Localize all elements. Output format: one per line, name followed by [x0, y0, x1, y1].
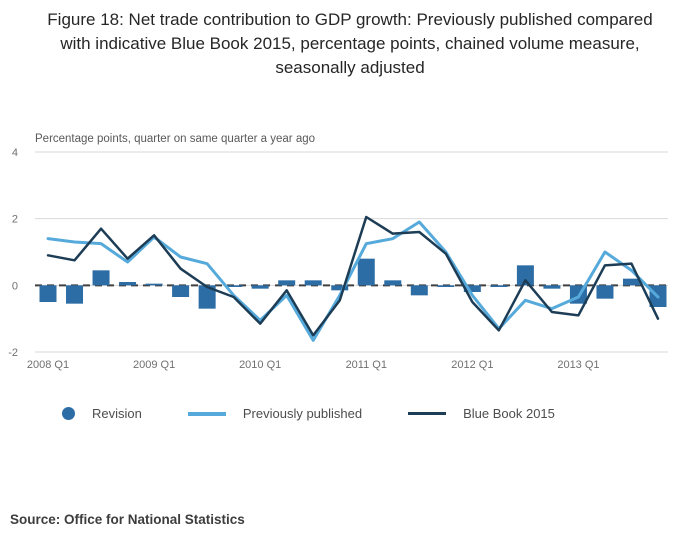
svg-text:2009 Q1: 2009 Q1 [133, 359, 175, 371]
svg-text:2: 2 [12, 214, 18, 226]
legend: Revision Previously published Blue Book … [62, 406, 555, 421]
legend-item-previously-published: Previously published [187, 406, 363, 421]
legend-label-previously-published: Previously published [242, 406, 363, 421]
svg-text:0: 0 [12, 280, 18, 292]
svg-text:2011 Q1: 2011 Q1 [346, 359, 387, 371]
svg-text:2012 Q1: 2012 Q1 [451, 359, 493, 371]
svg-text:2010 Q1: 2010 Q1 [239, 359, 281, 371]
svg-text:4: 4 [12, 147, 18, 159]
legend-label-blue-book: Blue Book 2015 [463, 406, 555, 421]
legend-label-revision: Revision [92, 406, 142, 421]
blue-book-line-icon [408, 412, 447, 415]
svg-text:-2: -2 [8, 347, 18, 359]
source-text: Source: Office for National Statistics [10, 512, 245, 527]
legend-item-revision: Revision [62, 406, 142, 421]
legend-item-blue-book: Blue Book 2015 [408, 406, 555, 421]
previously-published-line-icon [187, 411, 226, 416]
svg-text:Percentage points, quarter on: Percentage points, quarter on same quart… [35, 133, 315, 145]
svg-text:2013 Q1: 2013 Q1 [557, 359, 599, 371]
svg-text:2008 Q1: 2008 Q1 [27, 359, 69, 371]
figure-title: Figure 18: Net trade contribution to GDP… [47, 10, 653, 78]
chart-svg: Percentage points, quarter on same quart… [8, 133, 668, 371]
revision-dot-icon [62, 407, 75, 420]
